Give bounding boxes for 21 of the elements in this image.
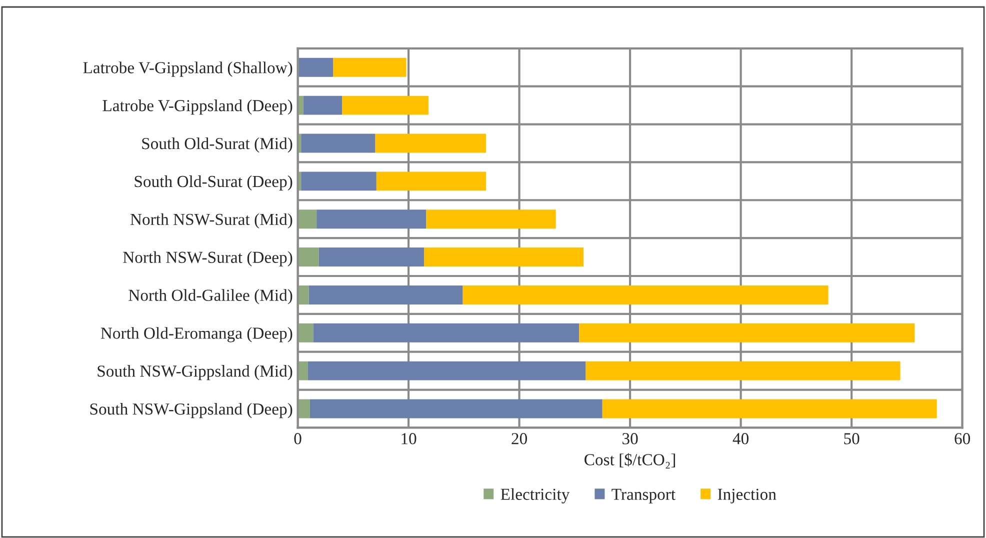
x-tick-label: 20 (512, 433, 527, 444)
y-tick-label: North Old-Galilee (Mid) (128, 289, 292, 304)
legend-label: Electricity (500, 488, 570, 504)
x-tick-label: 40 (732, 433, 749, 444)
legend-label: Transport (612, 488, 676, 504)
x-tick-label: 10 (402, 433, 416, 444)
y-tick-label: South NSW-Gippsland (Mid) (98, 365, 292, 380)
x-tick-label: 30 (622, 433, 638, 444)
x-tick-label: 0 (294, 433, 302, 444)
y-tick-label: Latrobe V-Gippsland (Deep) (102, 100, 292, 115)
y-tick-label: North NSW-Surat (Mid) (130, 213, 292, 228)
y-tick-label: North Old-Eromanga (Deep) (100, 327, 292, 342)
y-tick-label: Latrobe V-Gippsland (Shallow) (83, 62, 292, 77)
legend-label: Injection (718, 488, 776, 504)
y-tick-label: South NSW-Gippsland (Deep) (90, 402, 292, 418)
y-tick-label: North NSW-Surat (Deep) (123, 251, 292, 266)
x-axis-title: Cost [$/tCO₂] (584, 453, 676, 469)
x-tick-label: 50 (844, 433, 860, 444)
y-tick-label: South Old-Surat (Mid) (142, 137, 292, 153)
x-tick-label: 60 (954, 433, 970, 444)
y-tick-label: South Old-Surat (Deep) (134, 175, 292, 191)
